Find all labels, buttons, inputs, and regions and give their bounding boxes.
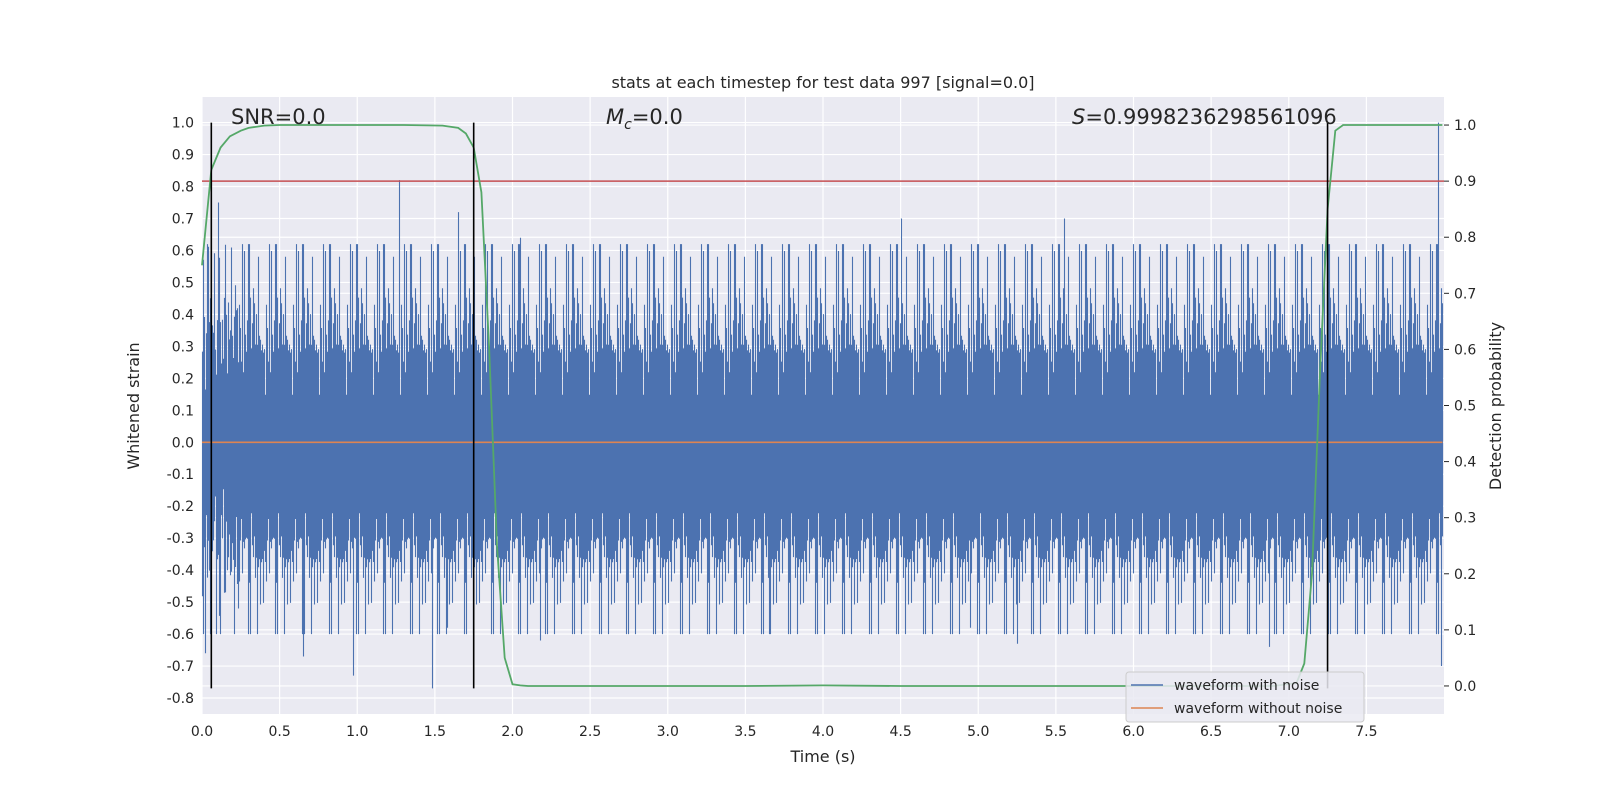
- y2-tick-label: 0.6: [1454, 342, 1476, 358]
- statistic-symbol: S: [1072, 105, 1085, 129]
- y-tick-label: -0.6: [167, 627, 194, 643]
- chirp-mass-annotation: Mc=0.0: [606, 105, 683, 133]
- y-tick-label: 0.3: [172, 339, 194, 355]
- x-tick-label: 2.5: [579, 724, 601, 740]
- x-tick-label: 5.0: [967, 724, 989, 740]
- y-tick-label: 0.1: [172, 403, 194, 419]
- x-tick-label: 4.0: [812, 724, 834, 740]
- y2-tick-label: 0.5: [1454, 399, 1476, 415]
- tick-labels: 0.0 0.5 1.0 1.5 2.0 2.5 3.0 3.5 4.0 4.5 5.0 5.5 6.0 6…: [167, 116, 1477, 740]
- y-tick-label: -0.3: [167, 531, 194, 547]
- detection-probability-line: [201, 124, 1443, 687]
- y-tick-label: 0.9: [172, 148, 194, 164]
- y-tick-label: 0.4: [172, 307, 194, 323]
- y2-tick-label: 0.1: [1454, 623, 1476, 639]
- y2-tick-label: 0.4: [1454, 455, 1476, 471]
- x-tick-label: 7.0: [1278, 724, 1300, 740]
- y-tick-label: -0.4: [167, 563, 194, 579]
- noise-waveform: [201, 122, 1444, 689]
- y-tick-label: -0.7: [167, 659, 194, 675]
- y-tick-label: 0.0: [172, 435, 194, 451]
- y2-tick-label: 0.8: [1454, 230, 1476, 246]
- y2-tick-label: 0.0: [1454, 679, 1476, 695]
- x-tick-label: 1.0: [346, 724, 368, 740]
- legend-label-noise: waveform with noise: [1174, 678, 1319, 694]
- y-tick-label: 0.7: [172, 211, 194, 227]
- y-axis-label: Whitened strain: [124, 342, 143, 469]
- y2-axis-label: Detection probability: [1486, 322, 1505, 490]
- x-tick-label: 0.0: [191, 724, 213, 740]
- y-tick-label: 0.2: [172, 371, 194, 387]
- y-tick-label: -0.5: [167, 595, 194, 611]
- chirp-mass-symbol: M: [606, 105, 624, 129]
- y2-tick-label: 0.7: [1454, 286, 1476, 302]
- legend: waveform with noise waveform without noi…: [1125, 671, 1365, 723]
- legend-label-clean: waveform without noise: [1174, 701, 1342, 717]
- x-tick-label: 1.5: [424, 724, 446, 740]
- series-waveform-with-noise: [201, 122, 1444, 689]
- x-tick-label: 7.5: [1355, 724, 1377, 740]
- chart-title: stats at each timestep for test data 997…: [611, 73, 1034, 92]
- statistic-value: =0.9998236298561096: [1085, 105, 1336, 129]
- x-tick-label: 6.0: [1122, 724, 1144, 740]
- legend-box: [1125, 671, 1365, 723]
- snr-annotation: SNR=0.0: [231, 105, 326, 129]
- y2-tick-label: 0.9: [1454, 174, 1476, 190]
- x-tick-label: 6.5: [1200, 724, 1222, 740]
- y2-tick-label: 0.3: [1454, 511, 1476, 527]
- y-tick-label: -0.1: [167, 467, 194, 483]
- x-tick-label: 0.5: [268, 724, 290, 740]
- x-tick-label: 4.5: [889, 724, 911, 740]
- y-tick-label: -0.8: [167, 691, 194, 707]
- statistic-annotation: S=0.9998236298561096: [1072, 105, 1337, 129]
- chirp-mass-subscript: c: [624, 117, 632, 133]
- x-axis-label: Time (s): [789, 747, 855, 766]
- y2-tick-label: 1.0: [1454, 118, 1476, 134]
- chirp-mass-value: =0.0: [632, 105, 683, 129]
- x-tick-label: 2.0: [501, 724, 523, 740]
- x-tick-label: 5.5: [1045, 724, 1067, 740]
- overlay-lines: [201, 122, 1444, 689]
- x-tick-label: 3.0: [657, 724, 679, 740]
- y-tick-label: 0.6: [172, 243, 194, 259]
- y-tick-label: 0.5: [172, 275, 194, 291]
- y-tick-label: 1.0: [172, 116, 194, 132]
- y-tick-label: 0.8: [172, 180, 194, 196]
- y-tick-label: -0.2: [167, 499, 194, 515]
- y2-tick-label: 0.2: [1454, 567, 1476, 583]
- x-tick-label: 3.5: [734, 724, 756, 740]
